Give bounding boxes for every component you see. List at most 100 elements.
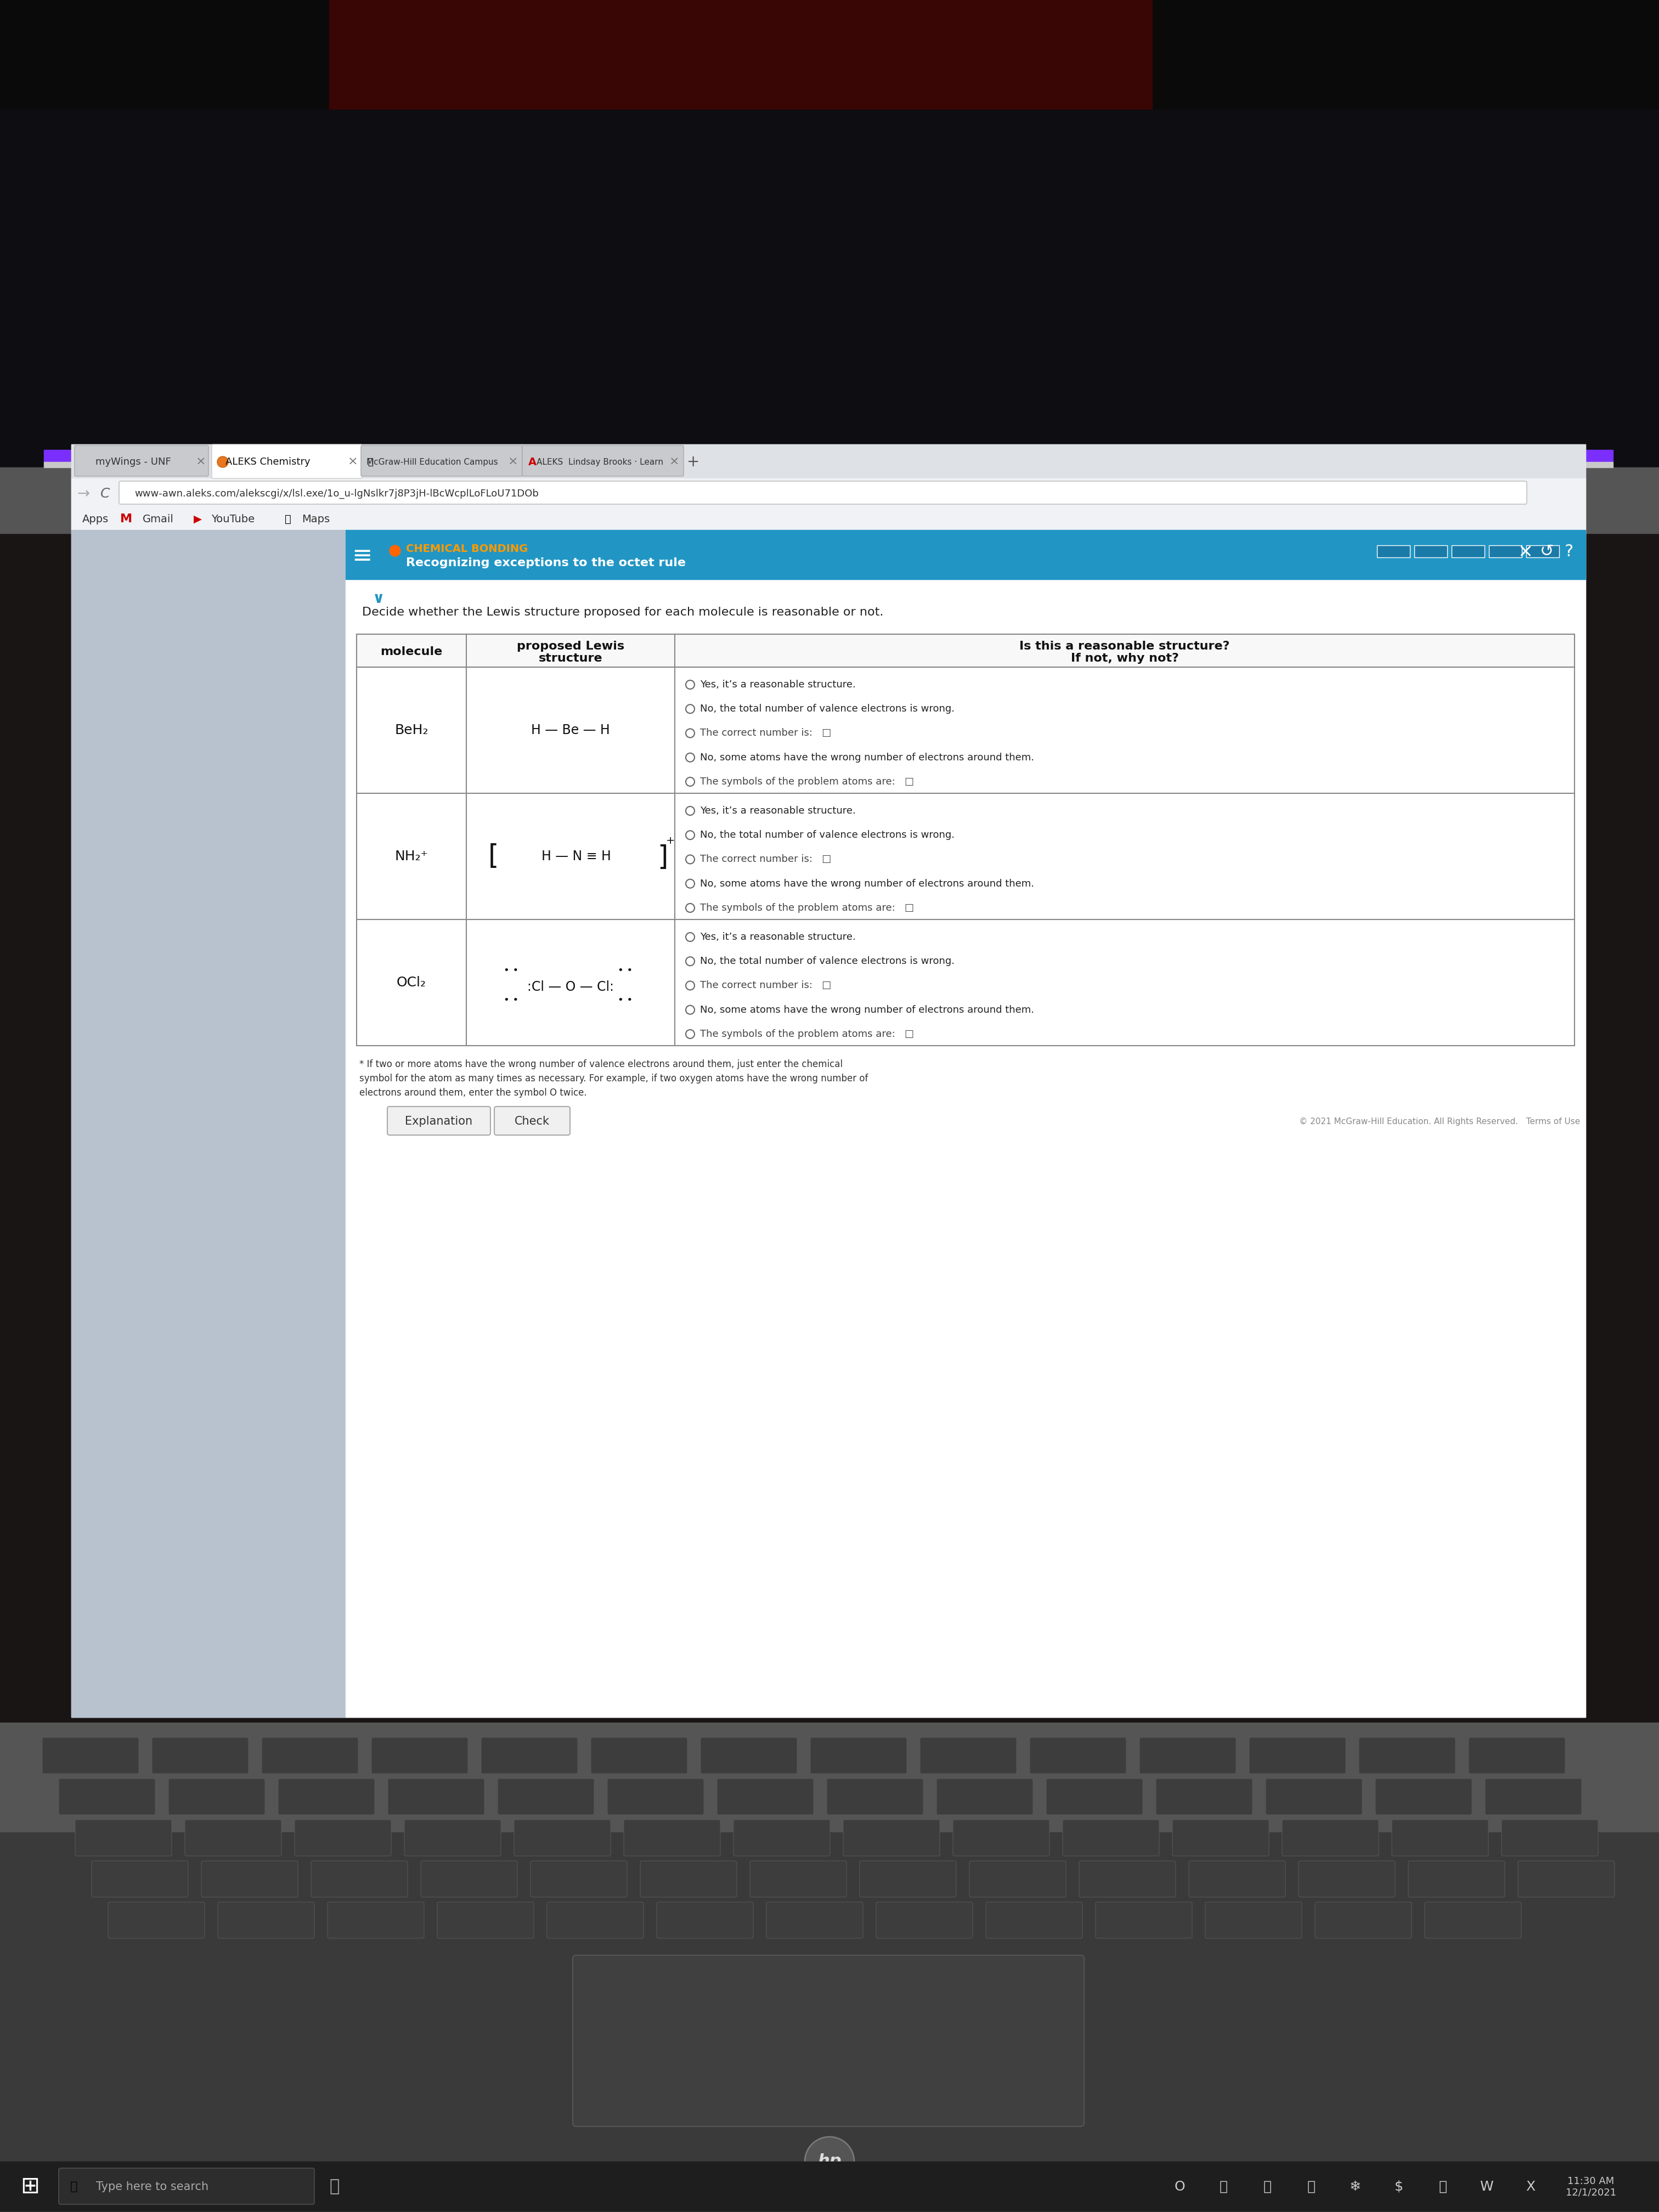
Bar [71, 445, 1586, 1717]
Text: The symbols of the problem atoms are:   □: The symbols of the problem atoms are: □ [700, 902, 914, 914]
FancyBboxPatch shape [217, 1902, 314, 1938]
Text: * If two or more atoms have the wrong number of valence electrons around them, j: * If two or more atoms have the wrong nu… [360, 1060, 843, 1068]
Text: OCl₂: OCl₂ [397, 975, 426, 989]
Text: ×: × [348, 456, 358, 467]
FancyBboxPatch shape [936, 1778, 1034, 1814]
Text: 11:30 AM
12/1/2021: 11:30 AM 12/1/2021 [1566, 2177, 1616, 2197]
Circle shape [685, 878, 695, 887]
Text: Maps: Maps [302, 513, 330, 524]
Circle shape [685, 933, 695, 942]
Text: No, some atoms have the wrong number of electrons around them.: No, some atoms have the wrong number of … [700, 878, 1034, 889]
FancyBboxPatch shape [387, 1106, 491, 1135]
Bar [0, 2161, 1659, 2212]
FancyBboxPatch shape [1359, 1736, 1455, 1774]
FancyBboxPatch shape [362, 445, 523, 476]
FancyBboxPatch shape [498, 1778, 594, 1814]
Text: The correct number is:   □: The correct number is: □ [700, 728, 831, 739]
FancyBboxPatch shape [717, 1778, 813, 1814]
Bar [1377, 546, 1410, 557]
Text: ⊞: ⊞ [20, 2174, 40, 2199]
Bar [0, 0, 1659, 274]
FancyBboxPatch shape [262, 1736, 358, 1774]
Text: • •: • • [617, 995, 632, 1004]
Text: Decide whether the Lewis structure proposed for each molecule is reasonable or n: Decide whether the Lewis structure propo… [362, 606, 884, 617]
Bar [71, 531, 345, 1717]
Circle shape [685, 982, 695, 991]
Bar [71, 445, 1586, 478]
FancyBboxPatch shape [212, 445, 362, 478]
Text: +: + [665, 836, 675, 847]
FancyBboxPatch shape [826, 1778, 924, 1814]
FancyBboxPatch shape [531, 1860, 627, 1898]
Circle shape [685, 832, 695, 841]
Text: NH₂⁺: NH₂⁺ [395, 849, 428, 863]
Text: The symbols of the problem atoms are:   □: The symbols of the problem atoms are: □ [700, 1029, 914, 1040]
FancyBboxPatch shape [952, 1820, 1050, 1856]
Text: Yes, it’s a reasonable structure.: Yes, it’s a reasonable structure. [700, 805, 856, 816]
Bar [357, 635, 1574, 668]
FancyBboxPatch shape [572, 1955, 1083, 2126]
Text: H — N ≡ H: H — N ≡ H [541, 849, 611, 863]
Text: 💼: 💼 [1307, 2181, 1316, 2194]
FancyBboxPatch shape [279, 1778, 375, 1814]
FancyBboxPatch shape [750, 1860, 846, 1898]
Text: M: M [119, 513, 133, 524]
FancyBboxPatch shape [1249, 1736, 1345, 1774]
Bar [43, 449, 1613, 462]
FancyBboxPatch shape [640, 1860, 737, 1898]
FancyBboxPatch shape [921, 1736, 1017, 1774]
Text: symbol for the atom as many times as necessary. For example, if two oxygen atoms: symbol for the atom as many times as nec… [360, 1073, 868, 1084]
Bar [0, 111, 1659, 493]
Text: $: $ [1395, 2181, 1404, 2194]
Circle shape [685, 752, 695, 761]
Text: W: W [1480, 2181, 1493, 2194]
Text: myWings - UNF: myWings - UNF [96, 458, 171, 467]
Text: 🔒: 🔒 [128, 489, 134, 500]
FancyBboxPatch shape [372, 1736, 468, 1774]
Circle shape [685, 681, 695, 690]
Text: Yes, it’s a reasonable structure.: Yes, it’s a reasonable structure. [700, 931, 856, 942]
Text: H — Be — H: H — Be — H [531, 723, 611, 737]
Bar [1452, 546, 1485, 557]
Circle shape [685, 1006, 695, 1015]
Text: ALEKS  Lindsay Brooks · Learn: ALEKS Lindsay Brooks · Learn [538, 458, 664, 467]
FancyBboxPatch shape [41, 1736, 139, 1774]
FancyBboxPatch shape [624, 1820, 720, 1856]
Bar [328, 0, 1151, 164]
Text: 🗺: 🗺 [285, 513, 292, 524]
Text: ⧉: ⧉ [330, 2179, 340, 2194]
FancyBboxPatch shape [1299, 1860, 1395, 1898]
FancyBboxPatch shape [494, 1106, 571, 1135]
Circle shape [685, 1031, 695, 1037]
Text: ×: × [1518, 542, 1533, 562]
Text: 📄: 📄 [368, 458, 373, 467]
Text: Gmail: Gmail [143, 513, 174, 524]
Text: • •: • • [504, 995, 519, 1004]
Text: ⏩: ⏩ [1219, 2181, 1228, 2194]
Text: ↺: ↺ [1540, 544, 1554, 560]
Text: ?: ? [1564, 544, 1573, 560]
Text: ALEKS Chemistry: ALEKS Chemistry [226, 458, 310, 467]
Text: No, some atoms have the wrong number of electrons around them.: No, some atoms have the wrong number of … [700, 752, 1034, 763]
FancyBboxPatch shape [1485, 1778, 1581, 1814]
FancyBboxPatch shape [388, 1778, 484, 1814]
Text: →: → [76, 487, 90, 502]
FancyBboxPatch shape [1156, 1778, 1253, 1814]
Text: ×: × [508, 456, 518, 467]
FancyBboxPatch shape [438, 1902, 534, 1938]
Bar [1415, 546, 1447, 557]
Text: X: X [1526, 2181, 1535, 2194]
FancyBboxPatch shape [312, 1860, 408, 1898]
Text: C: C [101, 487, 109, 500]
Circle shape [685, 776, 695, 785]
FancyBboxPatch shape [421, 1860, 518, 1898]
Circle shape [217, 456, 229, 467]
FancyBboxPatch shape [75, 445, 209, 476]
FancyBboxPatch shape [1063, 1820, 1160, 1856]
Bar [1526, 546, 1559, 557]
FancyBboxPatch shape [591, 1736, 687, 1774]
FancyBboxPatch shape [1030, 1736, 1126, 1774]
Text: CHEMICAL BONDING: CHEMICAL BONDING [406, 544, 528, 555]
Text: The correct number is:   □: The correct number is: □ [700, 980, 831, 991]
Text: hp: hp [818, 2154, 841, 2170]
